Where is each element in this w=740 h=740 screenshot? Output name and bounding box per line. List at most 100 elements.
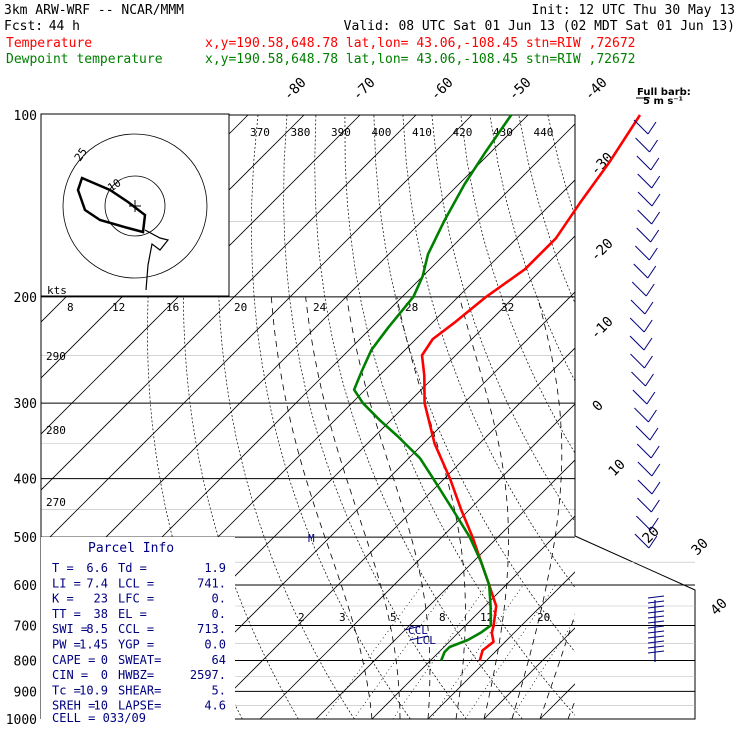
hodograph-ring-25 [62,133,208,279]
wind-barb-flag [649,517,659,531]
isotherm [147,291,575,719]
isotherm [371,515,575,719]
dry-adiabat [283,115,467,719]
parcel-value-right: 5. [212,683,226,697]
wind-barb-low [647,650,665,654]
wind-barb-flag [648,409,657,423]
dry-adiabat-label: 270 [46,496,66,509]
wind-barb [636,227,652,243]
parcel-info-box: Parcel Info T = 6.6 Td = 1.9 LI = 7.4 LCL = 741… [41,537,235,729]
wind-barb-flag [649,139,658,153]
parcel-value-right: 0. [212,607,226,621]
mixing-ratio-label: 16 [166,301,179,314]
wind-barb-flag [651,499,660,513]
wind-barb-low [647,630,665,634]
wind-barb-flag [647,121,657,135]
wind-barb [631,281,647,297]
parcel-value-left: 1.45 [79,638,108,652]
mixing-ratio-label: 32 [501,301,514,314]
temperature-tick-label: -70 [350,75,379,104]
parcel-value-left: 23 [94,592,108,606]
wind-barb [633,119,649,135]
dry-adiabat [489,115,575,382]
wind-barb [632,389,648,405]
wind-barb-flag [651,193,661,207]
dewpoint-info: x,y=190.58,648.78 lat,lon= 43.06,-108.45… [205,52,635,67]
dry-adiabat [518,115,575,304]
isotherm [41,115,529,603]
parcel-title: Parcel Info [88,541,174,556]
isotherm [596,115,740,719]
parcel-label-left: K = [52,592,74,606]
temperature-tick-label: 0 [590,398,607,415]
theta-label: 390 [331,126,351,139]
hodograph-ring-10 [104,175,166,237]
dry-adiabat [635,115,740,719]
temperature-tick-label: -20 [588,236,617,265]
parcel-label-right: SHEAR= [118,683,161,697]
parcel-label-left: CAPE = [52,653,95,667]
dry-adiabat [664,115,740,719]
wind-barb-flag [645,283,655,297]
parcel-label-right: SWEAT= [118,653,161,667]
parcel-label-right: LAPSE= [118,699,161,713]
wind-barb [630,299,646,315]
theta-label: 380 [291,126,311,139]
wind-barb [630,353,645,369]
parcel-label-left: SWI = [52,622,88,636]
parcel-label-left: T = [52,561,74,575]
wind-barb [637,461,653,477]
parcel-value-left: 8.5 [86,622,108,636]
hodograph: 10 25 kts [40,113,230,297]
wind-barb [629,317,645,333]
wind-barb [634,533,650,549]
temperature-info: x,y=190.58,648.78 lat,lon= 43.06,-108.45… [205,36,635,51]
wind-barb-low [647,610,665,614]
wind-barb-low [647,605,665,609]
wind-barb [637,191,653,207]
parcel-value-right: 0. [212,592,226,606]
fcst-label: Fcst: [4,19,43,34]
pressure-tick-label: 200 [14,291,37,306]
mixing-ratio-label-bottom: 5 [390,611,397,624]
pressure-tick-label: 1000 [6,713,37,728]
theta-label: 420 [453,126,473,139]
moist-adiabat [511,296,563,719]
parcel-value-right: 713. [197,622,226,636]
parcel-rows: T = 6.6 Td = 1.9 LI = 7.4 LCL = 741. K = 23 LFC = 0… [52,561,226,713]
wind-barb [636,443,652,459]
wind-barb [634,245,650,261]
barb-set [629,119,665,662]
theta-label: 410 [412,126,432,139]
wind-barb [636,155,652,171]
moist-adiabat [305,296,401,719]
wind-barb [637,173,653,189]
parcel-label-right: HWBZ= [118,668,154,682]
dry-adiabat-label: 290 [46,350,66,363]
wind-barb-flag [647,265,657,279]
wind-barb-flag [644,301,654,315]
parcel-value-left: 10.9 [79,683,108,697]
mixing-ratio-label: 24 [313,301,327,314]
wind-barb-flag [645,373,654,387]
parcel-label-left: TT = [52,607,81,621]
wind-barb-low [647,625,665,629]
mixing-ratio-label-bottom: 8 [439,611,446,624]
isotherm [427,571,575,719]
ccl-annotation: CCL [408,624,428,637]
wind-barb-flag [648,247,658,261]
wind-barb-flag [643,337,653,351]
wind-header-2: 5 m s⁻¹ [643,96,683,107]
dry-adiabat [577,115,740,719]
temperature-tick-label: 30 [689,536,712,559]
theta-label: 370 [250,126,270,139]
fcst-value: 44 h [49,19,80,34]
temperature-tick-label: 10 [606,457,629,480]
dewpoint-label: Dewpoint temperature [6,52,163,67]
moist-adiabat [567,699,575,719]
wind-barb-flag [651,211,661,225]
parcel-label-left: SREH = [52,699,95,713]
temperature-line [420,114,642,661]
pressure-tick-label: 300 [14,397,37,412]
wind-barb [635,137,650,153]
